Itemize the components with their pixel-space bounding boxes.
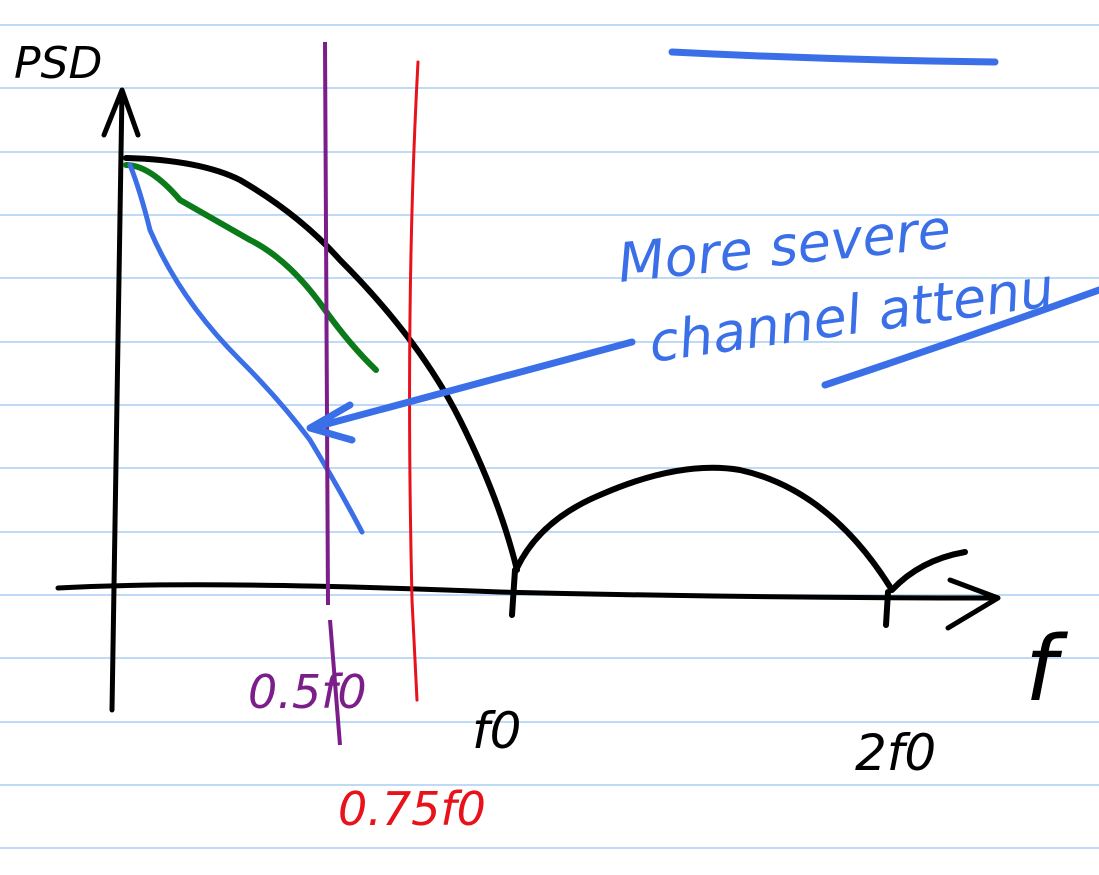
page: PSD f 0.5f0 0.75f0 f0 2f0 More severe ch…: [0, 0, 1099, 875]
marker-label: f0: [472, 702, 521, 760]
red-marker: [410, 62, 418, 700]
annotation-arrow: [310, 342, 632, 440]
x-axis: [58, 580, 998, 628]
y-axis: [104, 90, 138, 710]
canvas: PSD f 0.5f0 0.75f0 f0 2f0 More severe ch…: [0, 0, 1099, 875]
marker-label: 0.5f0: [248, 665, 367, 719]
green-curve: [126, 165, 376, 370]
x-axis-label: f: [1025, 617, 1069, 722]
y-axis-label: PSD: [14, 38, 102, 89]
purple-marker: [325, 42, 328, 605]
top-underline: [672, 52, 995, 62]
marker-label: 2f0: [855, 724, 936, 782]
main-lobe: [126, 158, 517, 570]
side-lobe: [512, 468, 965, 625]
marker-label: 0.75f0: [338, 782, 486, 836]
